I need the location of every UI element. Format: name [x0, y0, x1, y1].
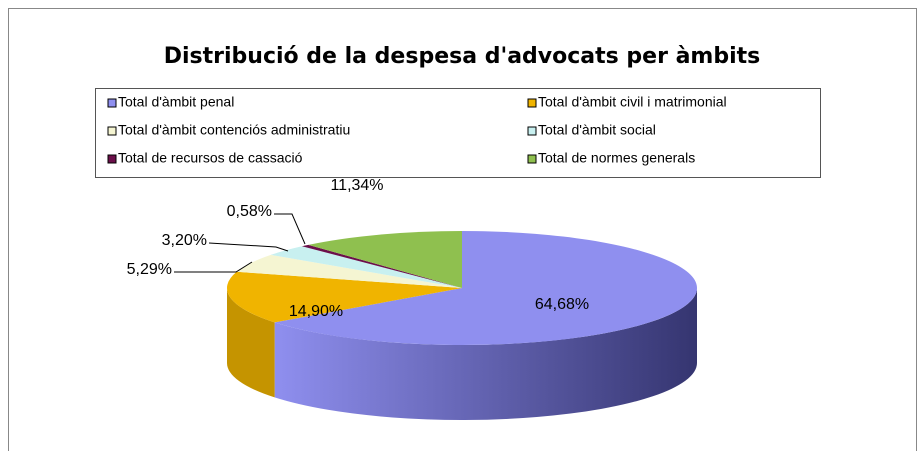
data-label: 64,68%	[535, 296, 589, 313]
leader-line	[174, 261, 253, 273]
legend-label: Total d'àmbit penal	[118, 94, 234, 110]
legend-swatch	[527, 98, 537, 108]
legend-swatch	[527, 126, 537, 136]
slice-side	[227, 288, 275, 398]
slice-side	[274, 288, 697, 421]
data-label: 5,29%	[127, 261, 172, 278]
data-label: 11,34%	[330, 177, 383, 194]
leader-line	[208, 242, 289, 252]
legend-label: Total d'àmbit civil i matrimonial	[538, 94, 727, 110]
chart-title: Distribució de la despesa d'advocats per…	[164, 44, 761, 69]
data-label: 14,90%	[289, 303, 343, 320]
slice	[226, 271, 462, 323]
legend-swatch	[107, 154, 117, 164]
legend-label: Total d'àmbit social	[538, 122, 656, 138]
legend-label: Total d'àmbit contenciós administratiu	[118, 122, 350, 138]
slice	[236, 254, 462, 288]
legend-swatch	[527, 154, 537, 164]
leader-line	[274, 213, 306, 245]
legend-swatch	[107, 126, 117, 136]
slice	[308, 231, 462, 288]
data-label: 3,20%	[162, 232, 207, 249]
legend-label: Total de recursos de cassació	[118, 150, 303, 166]
slice	[274, 231, 697, 345]
slice	[270, 246, 462, 288]
slice	[301, 244, 462, 288]
legend-swatch	[107, 98, 117, 108]
legend-label: Total de normes generals	[538, 150, 695, 166]
data-label: 0,58%	[227, 203, 272, 220]
legend-box	[95, 88, 821, 178]
